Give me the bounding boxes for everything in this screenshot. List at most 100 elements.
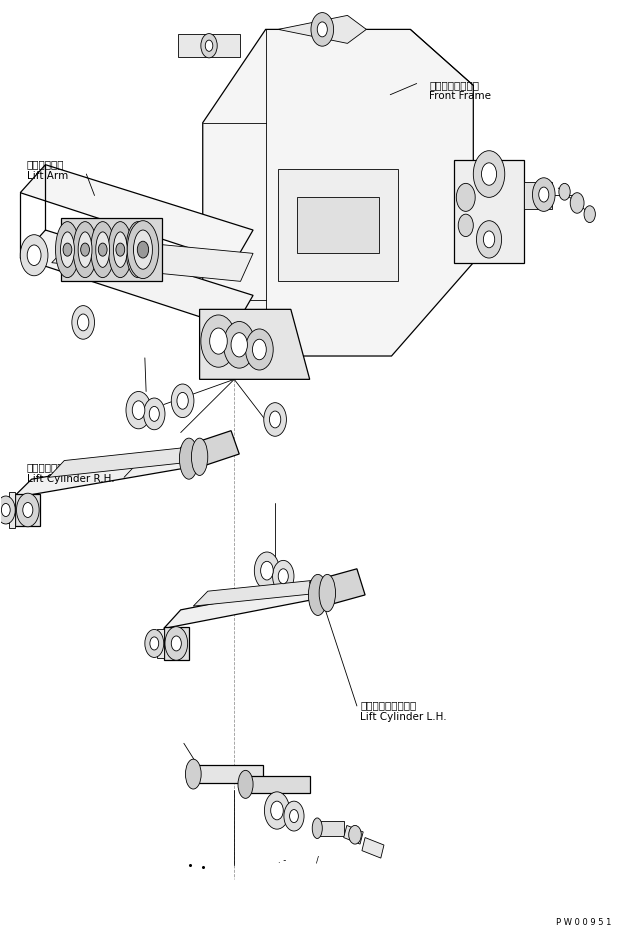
Text: Lift Arm: Lift Arm (27, 170, 68, 181)
Polygon shape (20, 165, 253, 263)
Polygon shape (13, 447, 216, 498)
Ellipse shape (108, 222, 132, 278)
Circle shape (482, 163, 497, 185)
Circle shape (132, 401, 145, 419)
Circle shape (231, 332, 247, 357)
Ellipse shape (185, 759, 201, 789)
Circle shape (177, 392, 188, 409)
Ellipse shape (73, 222, 97, 278)
Circle shape (254, 552, 279, 590)
Circle shape (538, 187, 549, 202)
Polygon shape (49, 445, 212, 477)
Circle shape (269, 411, 281, 428)
Circle shape (272, 561, 294, 592)
Polygon shape (9, 492, 15, 528)
Circle shape (205, 40, 213, 51)
Polygon shape (52, 237, 253, 282)
Text: フロントフレーム: フロントフレーム (429, 80, 479, 90)
Circle shape (1, 504, 10, 517)
Circle shape (311, 12, 334, 46)
Ellipse shape (308, 575, 327, 616)
Ellipse shape (113, 232, 127, 268)
Circle shape (201, 314, 236, 367)
Circle shape (278, 569, 288, 584)
Polygon shape (151, 633, 157, 653)
Polygon shape (193, 765, 262, 783)
Polygon shape (164, 626, 189, 660)
Circle shape (16, 493, 39, 527)
Text: Lift Cylinder R.H.: Lift Cylinder R.H. (27, 474, 114, 484)
Circle shape (210, 328, 228, 354)
Polygon shape (178, 34, 241, 57)
Ellipse shape (126, 222, 150, 278)
Circle shape (133, 243, 142, 256)
Circle shape (532, 178, 555, 212)
Circle shape (264, 792, 289, 829)
Circle shape (349, 826, 362, 844)
Polygon shape (278, 15, 367, 43)
Circle shape (116, 243, 125, 256)
Circle shape (126, 391, 151, 429)
Polygon shape (245, 776, 310, 793)
Polygon shape (164, 580, 335, 628)
Circle shape (143, 398, 165, 430)
Circle shape (78, 314, 89, 330)
Circle shape (456, 183, 475, 212)
Polygon shape (15, 494, 40, 526)
Circle shape (570, 193, 584, 213)
Text: リフトシリンダ　右: リフトシリンダ 右 (27, 462, 83, 473)
Circle shape (284, 801, 304, 831)
Circle shape (171, 384, 194, 417)
Polygon shape (203, 29, 473, 356)
Ellipse shape (127, 221, 159, 279)
Ellipse shape (96, 232, 109, 268)
Text: Front Frame: Front Frame (429, 91, 491, 101)
Circle shape (63, 243, 72, 256)
Circle shape (0, 496, 15, 524)
Circle shape (145, 629, 164, 657)
Polygon shape (310, 569, 365, 608)
Ellipse shape (238, 770, 253, 798)
Circle shape (149, 406, 159, 421)
Ellipse shape (133, 230, 152, 270)
Ellipse shape (131, 232, 145, 268)
Circle shape (458, 214, 473, 237)
Ellipse shape (56, 222, 80, 278)
Circle shape (317, 22, 327, 37)
Polygon shape (317, 821, 344, 836)
Circle shape (27, 245, 41, 266)
Polygon shape (157, 628, 164, 658)
Circle shape (473, 151, 505, 197)
Circle shape (270, 801, 283, 820)
Circle shape (171, 636, 181, 651)
Circle shape (201, 34, 217, 58)
Circle shape (72, 306, 95, 339)
Polygon shape (454, 160, 524, 263)
Ellipse shape (78, 232, 92, 268)
Ellipse shape (312, 818, 322, 839)
Circle shape (477, 221, 502, 258)
Circle shape (260, 562, 273, 580)
Ellipse shape (191, 438, 208, 475)
Circle shape (584, 206, 595, 223)
Polygon shape (193, 578, 335, 607)
Polygon shape (20, 230, 253, 328)
Text: Lift Cylinder L.H.: Lift Cylinder L.H. (360, 712, 447, 722)
Text: P W 0 0 9 5 1: P W 0 0 9 5 1 (556, 918, 612, 928)
Ellipse shape (179, 438, 198, 479)
Polygon shape (344, 826, 363, 844)
Circle shape (245, 329, 273, 370)
Circle shape (137, 241, 149, 258)
Text: . -: . - (278, 856, 286, 865)
Text: リフトシリンダ　左: リフトシリンダ 左 (360, 701, 416, 710)
Circle shape (23, 503, 33, 518)
Circle shape (559, 183, 570, 200)
Text: /: / (316, 856, 319, 865)
Polygon shape (200, 310, 310, 379)
Circle shape (224, 321, 255, 368)
Polygon shape (61, 218, 162, 282)
Circle shape (483, 231, 495, 248)
Circle shape (252, 339, 266, 359)
Ellipse shape (91, 222, 114, 278)
Polygon shape (297, 197, 379, 254)
